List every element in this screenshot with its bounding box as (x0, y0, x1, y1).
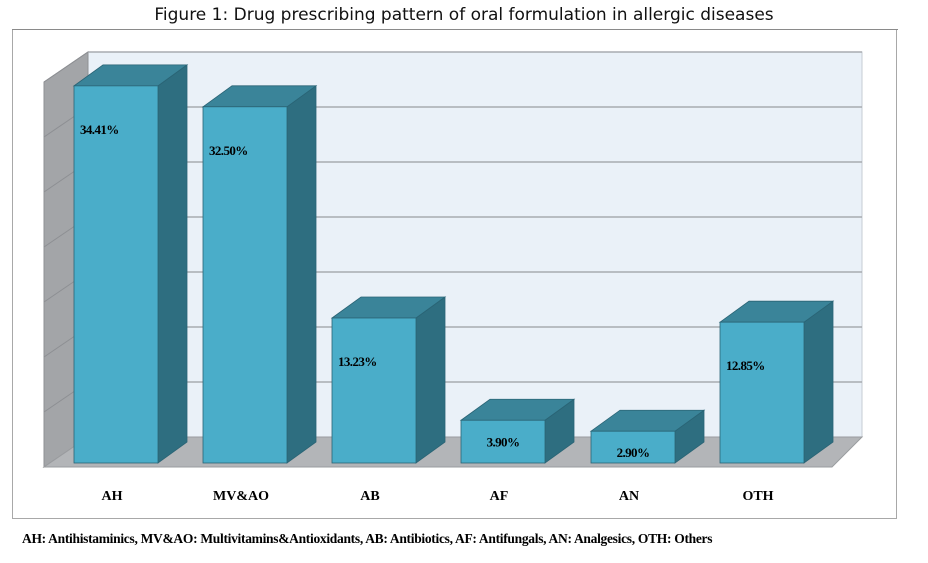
data-label: 3.90% (487, 434, 520, 449)
x-tick-label: AH (102, 489, 123, 504)
bars (72, 64, 835, 464)
bar-side-face (415, 296, 446, 464)
data-label: 32.50% (209, 143, 248, 158)
title-divider (12, 29, 898, 30)
chart-title: Figure 1: Drug prescribing pattern of or… (154, 5, 774, 25)
data-label: 34.41% (80, 122, 119, 137)
x-tick-label: AF (490, 489, 509, 504)
side-gridline (43, 51, 89, 83)
data-label: 2.90% (617, 445, 650, 460)
x-tick-label: OTH (742, 489, 773, 504)
bar-an (589, 409, 706, 464)
x-tick-label: MV&AO (213, 489, 269, 504)
bar-front-face (331, 317, 417, 464)
bar-side-face (803, 300, 834, 464)
x-tick-labels: AH MV&AO AB AF AN OTH (102, 489, 774, 504)
chart-footnote: AH: Antihistaminics, MV&AO: Multivitamin… (22, 531, 713, 546)
bar-front-face (202, 106, 288, 464)
bar-side-face (286, 85, 317, 464)
bar-front-face (460, 419, 546, 464)
bar-mvao (201, 85, 318, 464)
data-label: 12.85% (726, 358, 765, 373)
bar-front-face (73, 85, 159, 464)
data-label: 13.23% (338, 354, 377, 369)
data-labels: 34.41% 32.50% 13.23% 3.90% 2.90% 12.85% (80, 122, 765, 460)
bar-ah (72, 64, 189, 464)
bar-front-face (719, 321, 805, 464)
x-tick-label: AB (360, 489, 379, 504)
x-tick-label: AN (619, 489, 639, 504)
bar-ab (330, 296, 447, 464)
bar-front-face (590, 430, 676, 464)
bar-side-face (157, 64, 188, 464)
bar-oth (718, 300, 835, 464)
chart-frame (12, 30, 897, 519)
bar-af (459, 398, 576, 464)
